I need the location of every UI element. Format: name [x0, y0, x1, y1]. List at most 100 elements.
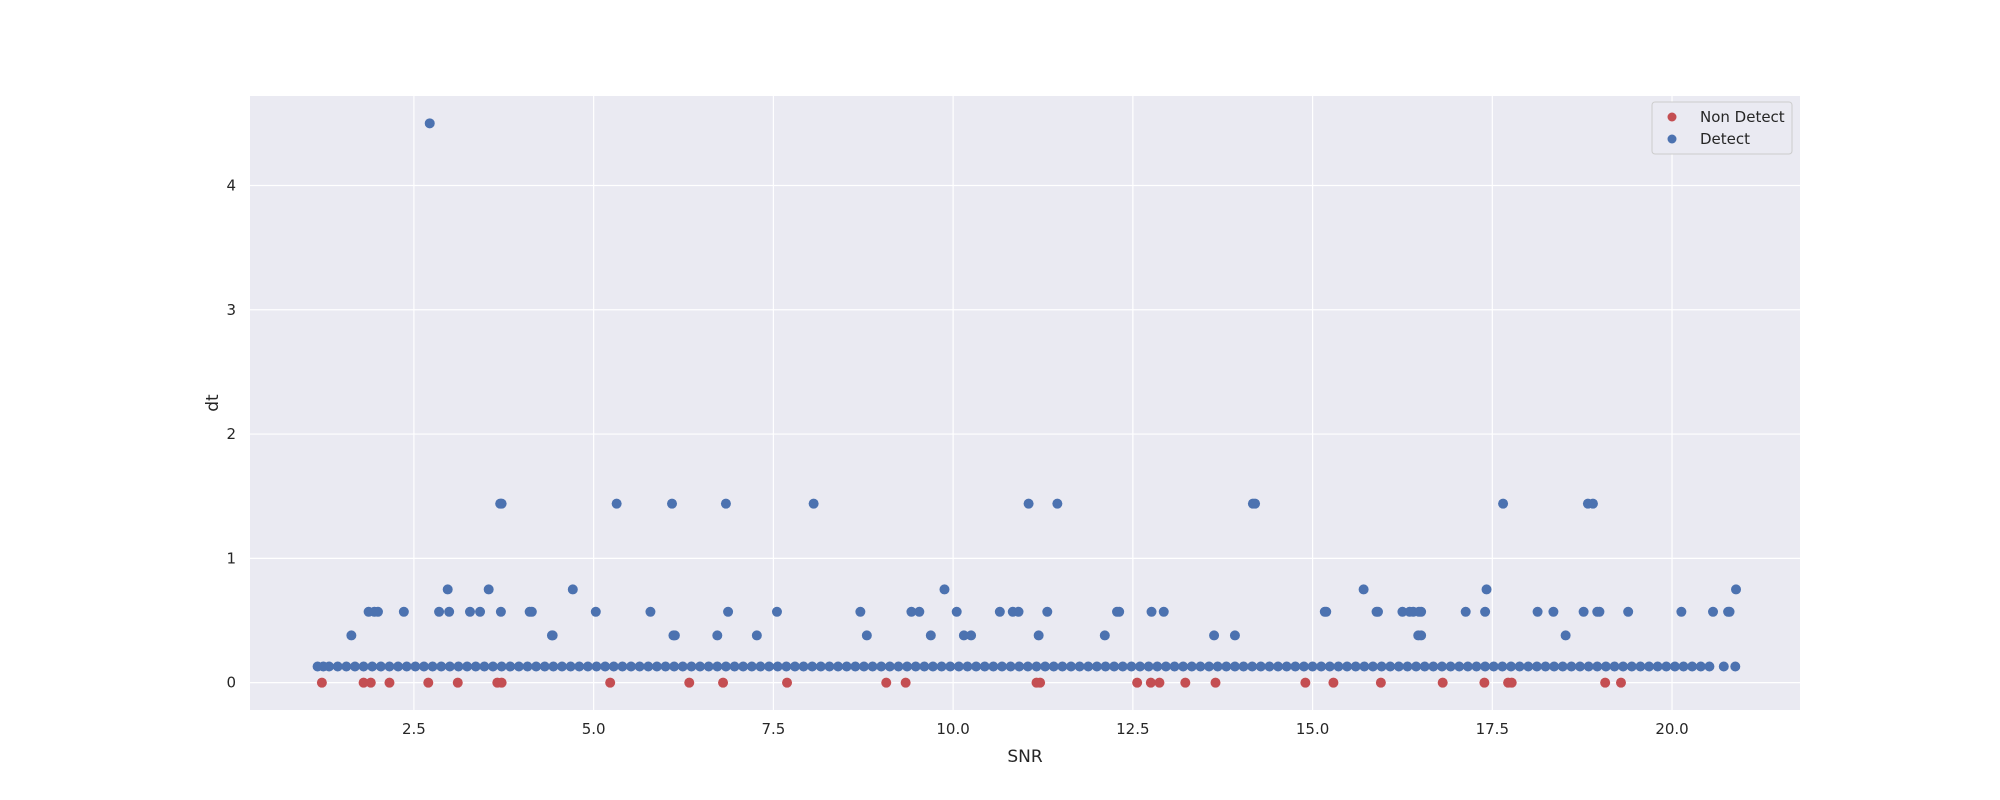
detect-point [531, 661, 542, 672]
detect-point [600, 661, 611, 672]
detect-point [1454, 661, 1465, 672]
detect-point [1229, 630, 1240, 641]
x-tick-label: 7.5 [761, 720, 785, 738]
detect-point [1316, 661, 1327, 672]
detect-point [1264, 661, 1275, 672]
y-tick-label: 0 [226, 674, 236, 692]
detect-point [850, 661, 861, 672]
non-detect-point [316, 677, 327, 688]
detect-point [1498, 498, 1509, 509]
detect-point [324, 661, 335, 672]
detect-point [789, 661, 800, 672]
detect-point [1221, 661, 1232, 672]
detect-point [1397, 606, 1408, 617]
detect-point [833, 661, 844, 672]
detect-point [1480, 606, 1491, 617]
detect-point [1531, 661, 1542, 672]
detect-point [1143, 661, 1154, 672]
non-detect-point [496, 677, 507, 688]
detect-point [798, 661, 809, 672]
non-detect-point [684, 677, 695, 688]
detect-point [372, 606, 383, 617]
detect-point [723, 606, 734, 617]
non-detect-point [1132, 677, 1143, 688]
legend: Non Detect Detect [1651, 101, 1793, 155]
detect-point [1419, 661, 1430, 672]
detect-point [808, 498, 819, 509]
y-tick-label: 3 [226, 301, 236, 319]
legend-label-non-detect: Non Detect [1700, 108, 1785, 126]
detect-point [1678, 661, 1689, 672]
detect-point [1013, 606, 1024, 617]
detect-point [1100, 661, 1111, 672]
non-detect-point [1600, 677, 1611, 688]
detect-point [1481, 584, 1492, 595]
non-detect-point [452, 677, 463, 688]
detect-point [1014, 661, 1025, 672]
detect-point [1505, 661, 1516, 672]
detect-point [1023, 498, 1034, 509]
detect-point [384, 661, 395, 672]
detect-point [1146, 606, 1157, 617]
detect-point [483, 584, 494, 595]
detect-point [1462, 661, 1473, 672]
detect-point [410, 661, 421, 672]
detect-point [876, 661, 887, 672]
y-axis-label: dt [203, 394, 223, 412]
detect-point [1428, 661, 1439, 672]
non-detect-point [1300, 677, 1311, 688]
detect-point [1169, 661, 1180, 672]
detect-point [358, 661, 369, 672]
detect-point [1730, 661, 1741, 672]
detect-point [1367, 661, 1378, 672]
detect-point [1042, 606, 1053, 617]
detect-point [495, 606, 506, 617]
detect-point [1324, 661, 1335, 672]
detect-point [1117, 661, 1128, 672]
non-detect-point [1375, 677, 1386, 688]
detect-point [1644, 661, 1655, 672]
detect-point [346, 630, 357, 641]
detect-point [526, 606, 537, 617]
detect-point [427, 661, 438, 672]
x-tick-label: 5.0 [582, 720, 606, 738]
legend-marker-non-detect [1667, 112, 1677, 122]
detect-point [643, 661, 654, 672]
detect-point [496, 661, 507, 672]
detect-point [772, 661, 783, 672]
detect-point [1626, 661, 1637, 672]
detect-point [1281, 661, 1292, 672]
detect-point [1661, 661, 1672, 672]
detect-point [557, 661, 568, 672]
non-detect-point [1506, 677, 1517, 688]
detect-point [884, 661, 895, 672]
detect-point [590, 606, 601, 617]
non-detect-point [1145, 677, 1156, 688]
detect-point [513, 661, 524, 672]
non-detect-point [718, 677, 729, 688]
detect-point [398, 606, 409, 617]
non-detect-point [1154, 677, 1165, 688]
detect-point [667, 498, 678, 509]
detect-point [1704, 661, 1715, 672]
detect-point [1416, 630, 1427, 641]
detect-point [539, 661, 550, 672]
detect-point [764, 661, 775, 672]
detect-point [1273, 661, 1284, 672]
detect-point [1514, 661, 1525, 672]
detect-point [1238, 661, 1249, 672]
detect-point [617, 661, 628, 672]
non-detect-point [1180, 677, 1191, 688]
detect-point [1488, 661, 1499, 672]
detect-point [1083, 661, 1094, 672]
detect-point [1540, 661, 1551, 672]
detect-point [945, 661, 956, 672]
detect-point [1204, 661, 1215, 672]
detect-point [1376, 661, 1387, 672]
detect-point [703, 661, 714, 672]
detect-point [608, 661, 619, 672]
detect-point [442, 584, 453, 595]
detect-point [574, 661, 585, 672]
detect-point [1109, 661, 1120, 672]
detect-point [1669, 661, 1680, 672]
